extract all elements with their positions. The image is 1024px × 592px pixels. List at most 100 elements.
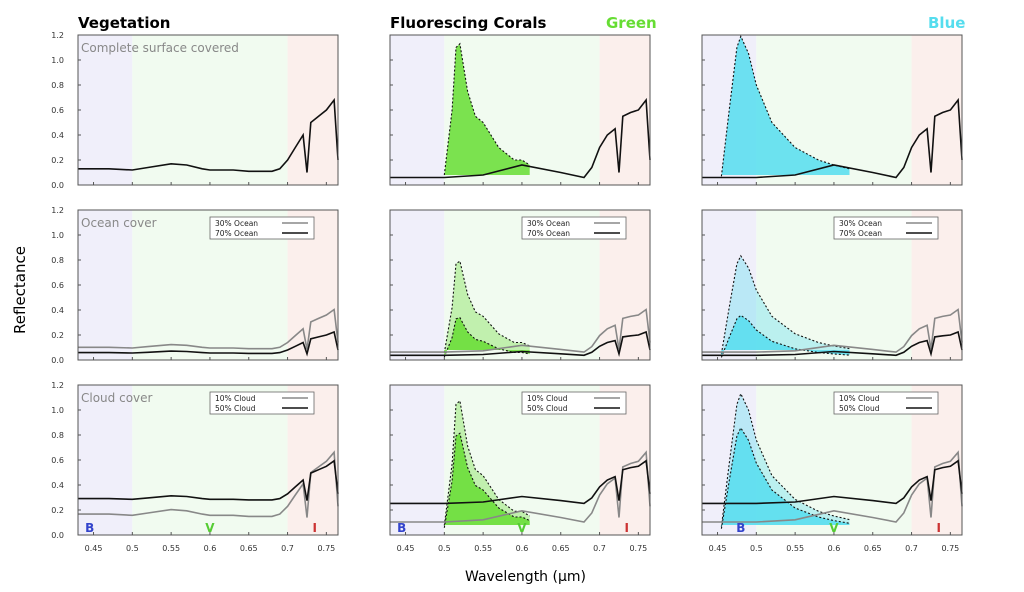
- spectrum-line: [390, 330, 651, 357]
- spectrum-line: [78, 330, 339, 357]
- legend-label: 70% Ocean: [839, 229, 882, 238]
- spectrum-line: [390, 450, 651, 523]
- band-letter-V: V: [205, 521, 215, 535]
- y-tick-label: 0.2: [51, 156, 64, 165]
- y-tick-label: 0.0: [51, 356, 64, 365]
- coral-peak-fill: [444, 433, 530, 528]
- y-tick-label: 1.0: [51, 406, 64, 415]
- spectrum-line: [390, 459, 651, 505]
- spectrum-line: [702, 97, 963, 179]
- coral-peak-fill: [721, 36, 850, 177]
- spectrum-line: [390, 97, 651, 179]
- y-tick-label: 0.0: [51, 531, 64, 540]
- y-tick-label: 0.4: [51, 481, 64, 490]
- panel-r0-c1: [389, 34, 651, 186]
- panel-r0-c0: 0.0 0.2 0.4 0.6 0.8 1.0 1.2 Complete surface co…: [51, 31, 339, 190]
- region-blue: [78, 385, 133, 535]
- legend-label: 50% Cloud: [215, 404, 256, 413]
- x-tick-label: 0.7: [593, 544, 606, 553]
- spectrum-line: [390, 308, 651, 353]
- region-blue: [78, 35, 133, 185]
- y-tick-label: 0.6: [51, 456, 64, 465]
- region-blue: [390, 385, 445, 535]
- y-tick-label: 0.8: [51, 256, 64, 265]
- y-tick-label: 0.8: [51, 81, 64, 90]
- x-tick-label: 0.75: [941, 544, 959, 553]
- legend-label: 10% Cloud: [215, 394, 256, 403]
- band-letter-B: B: [397, 521, 406, 535]
- spectrum-line: [702, 459, 963, 505]
- x-tick-label: 0.75: [629, 544, 647, 553]
- region-blue: [78, 210, 133, 360]
- y-tick-label: 0.4: [51, 131, 64, 140]
- coral-peak-outline: [720, 34, 850, 177]
- x-tick-label: 0.55: [162, 544, 180, 553]
- title-blue: Blue: [928, 14, 966, 32]
- x-tick-label: 0.5: [750, 544, 763, 553]
- x-tick-label: 0.6: [516, 544, 529, 553]
- region-green: [132, 35, 288, 185]
- y-tick-label: 0.6: [51, 281, 64, 290]
- region-red: [287, 35, 338, 185]
- legend-label: 10% Cloud: [527, 394, 568, 403]
- band-letter-I: I: [936, 521, 940, 535]
- legend-label: 30% Ocean: [839, 219, 882, 228]
- x-tick-label: 0.65: [240, 544, 258, 553]
- spectrum-line: [78, 459, 339, 501]
- x-tick-label: 0.6: [204, 544, 217, 553]
- band-letter-B: B: [736, 521, 745, 535]
- x-tick-label: 0.6: [828, 544, 841, 553]
- y-tick-label: 0.0: [51, 181, 64, 190]
- coral-peak-outline: [720, 254, 850, 354]
- row-label: Complete surface covered: [81, 41, 239, 55]
- x-tick-label: 0.45: [85, 544, 103, 553]
- coral-peak-outline: [443, 432, 530, 528]
- legend-label: 70% Ocean: [527, 229, 570, 238]
- band-letter-V: V: [517, 521, 527, 535]
- band-letter-B: B: [85, 521, 94, 535]
- legend-label: 50% Cloud: [527, 404, 568, 413]
- x-tick-label: 0.65: [552, 544, 570, 553]
- panel-r0-c2: [701, 34, 963, 186]
- y-axis-label: Reflectance: [0, 230, 40, 350]
- spectrum-line: [78, 450, 339, 518]
- coral-peak-outline: [443, 260, 530, 354]
- region-blue: [390, 35, 445, 185]
- y-tick-label: 1.2: [51, 381, 64, 390]
- spectrum-line: [702, 330, 963, 357]
- panel-r1-c0: 0.0 0.2 0.4 0.6 0.8 1.0 1.2 Ocean cover 30% Ocea…: [51, 206, 339, 365]
- title-vegetation: Vegetation: [78, 14, 171, 32]
- coral-peak-fill: [444, 317, 530, 357]
- x-tick-label: 0.75: [317, 544, 335, 553]
- legend-label: 10% Cloud: [839, 394, 880, 403]
- x-tick-label: 0.55: [474, 544, 492, 553]
- spectrum-line: [78, 97, 339, 173]
- y-tick-label: 0.6: [51, 106, 64, 115]
- row-label: Ocean cover: [81, 216, 157, 230]
- y-tick-label: 1.2: [51, 206, 64, 215]
- panel-r2-c0: 0.0 0.2 0.4 0.6 0.8 1.0 1.2 0.45 0.5 0.55 0.6 0.65 0…: [51, 381, 339, 553]
- band-letter-I: I: [624, 521, 628, 535]
- row-label: Cloud cover: [81, 391, 153, 405]
- y-tick-label: 1.0: [51, 56, 64, 65]
- spectrum-line: [702, 308, 963, 353]
- title-fluorescing-corals: Fluorescing Corals: [390, 14, 547, 32]
- x-tick-label: 0.45: [709, 544, 727, 553]
- coral-peak-outline: [443, 399, 530, 526]
- spectrum-line: [78, 308, 339, 350]
- title-green: Green: [606, 14, 657, 32]
- region-red: [911, 35, 962, 185]
- coral-peak-fill: [721, 315, 850, 358]
- y-tick-label: 0.8: [51, 431, 64, 440]
- region-blue: [390, 210, 445, 360]
- coral-peak-outline: [443, 42, 530, 176]
- region-red: [599, 35, 650, 185]
- band-letter-I: I: [312, 521, 316, 535]
- x-tick-label: 0.7: [905, 544, 918, 553]
- coral-peak-outline: [443, 316, 530, 358]
